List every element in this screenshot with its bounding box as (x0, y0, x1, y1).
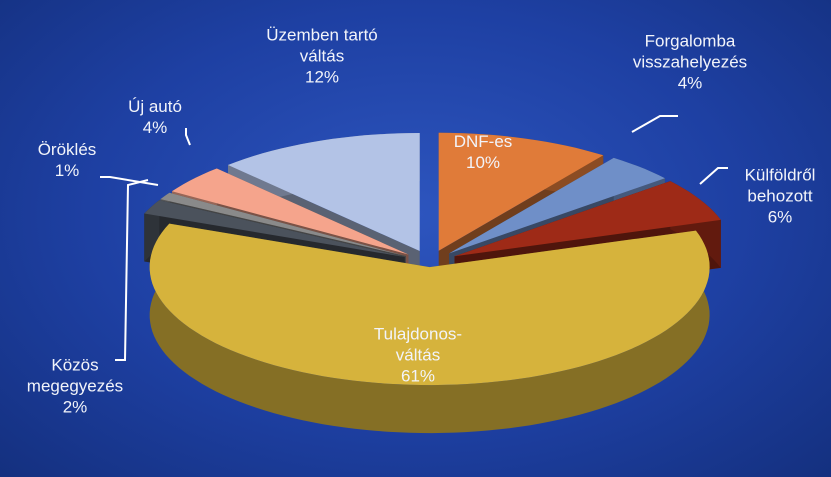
data-label: DNF-es 10% (438, 131, 528, 173)
data-label: Külföldről behozott 6% (725, 165, 831, 228)
label-value: 6% (767, 207, 793, 227)
data-label: Közös megegyezés 2% (5, 355, 145, 418)
slice (172, 168, 409, 255)
slice (144, 200, 405, 257)
pie (144, 132, 721, 434)
label-value: 61% (400, 366, 436, 386)
label-name: Külföldről behozott (744, 165, 816, 206)
data-label: Tulajdonos-váltás 61% (353, 324, 483, 387)
leader-line (185, 128, 191, 146)
slice (160, 192, 406, 256)
slice (228, 133, 420, 251)
label-value: 12% (304, 67, 340, 87)
data-label: Üzemben tartó váltás 12% (257, 25, 387, 88)
data-label: Forgalomba visszahelyezés 4% (625, 31, 755, 94)
leader-line (631, 115, 678, 133)
label-name: DNF-es (453, 132, 513, 151)
label-name: Üzemben tartó váltás (266, 25, 378, 66)
leader-lines (100, 115, 728, 361)
slice (438, 132, 604, 251)
slice (149, 223, 710, 386)
label-name: Közös megegyezés (26, 355, 124, 396)
slice (454, 181, 721, 257)
slice-side (149, 223, 710, 434)
slice (449, 157, 665, 254)
data-label: Új autó 4% (110, 96, 200, 138)
label-name: Forgalomba visszahelyezés (632, 31, 748, 72)
label-value: 4% (142, 118, 168, 137)
label-value: 1% (54, 161, 80, 180)
label-value: 2% (62, 397, 88, 417)
label-name: Új autó (128, 97, 182, 116)
label-value: 10% (465, 153, 501, 172)
label-value: 4% (677, 73, 703, 93)
leader-line (115, 179, 149, 361)
label-name: Tulajdonos-váltás (373, 324, 463, 365)
data-label: Öröklés 1% (17, 139, 117, 181)
label-name: Öröklés (37, 140, 97, 159)
leader-line (699, 167, 728, 185)
